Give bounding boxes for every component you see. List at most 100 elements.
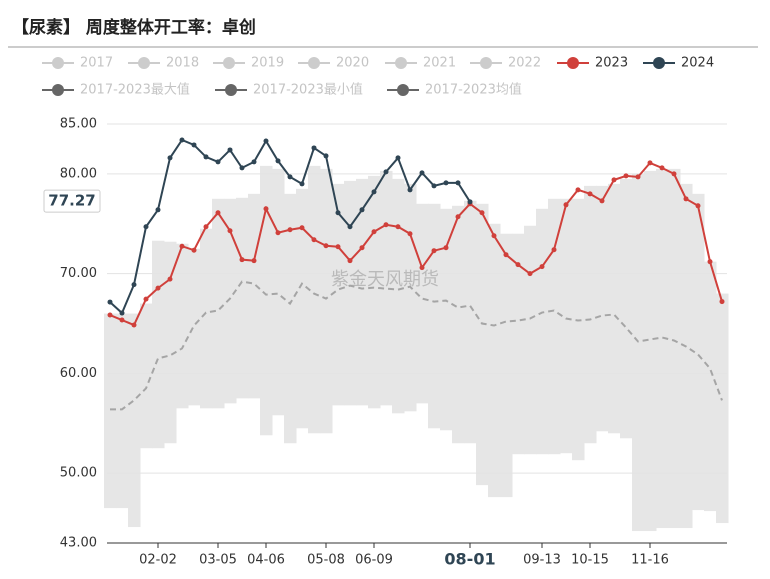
point [167, 155, 173, 161]
point [311, 237, 317, 243]
range-band [476, 203, 489, 486]
range-band [596, 185, 609, 432]
point [683, 196, 689, 202]
point [179, 137, 185, 143]
range-band [200, 228, 213, 409]
range-band [572, 198, 585, 461]
range-band [128, 313, 141, 528]
x-tick-label: 08-01 [444, 550, 495, 569]
x-tick-label: 06-09 [355, 553, 393, 568]
point [191, 142, 197, 148]
range-band [284, 193, 297, 444]
range-band [716, 293, 729, 524]
point [647, 160, 653, 166]
range-band [500, 233, 513, 498]
y-tick-label: 43.00 [60, 536, 97, 551]
point [167, 276, 173, 282]
range-band [668, 168, 681, 529]
point [119, 317, 125, 323]
point [335, 244, 341, 250]
point [227, 147, 233, 153]
range-band [560, 198, 573, 454]
legend-label: 2017-2023最大值 [80, 82, 190, 98]
point [707, 259, 713, 265]
point [275, 230, 281, 236]
point [119, 310, 125, 316]
range-band [248, 193, 261, 399]
point [323, 243, 329, 249]
point [527, 271, 533, 277]
range-band [464, 200, 477, 444]
point [383, 169, 389, 175]
point [371, 189, 377, 195]
range-band [512, 233, 525, 455]
legend-dot [397, 84, 409, 96]
legend-dot [223, 57, 235, 69]
pointer-box [43, 189, 101, 213]
x-tick-label: 02-02 [139, 553, 177, 568]
range-band [296, 188, 309, 429]
range-band [608, 183, 621, 434]
range-band [236, 197, 249, 399]
x-tick-label: 03-05 [199, 553, 237, 568]
range-band [224, 198, 237, 404]
point [575, 187, 581, 193]
y-tick-label: 60.00 [60, 366, 97, 381]
x-tick-label: 04-06 [247, 553, 285, 568]
point [143, 224, 149, 230]
point [419, 265, 425, 271]
point [287, 174, 293, 180]
point [155, 285, 161, 291]
point [455, 180, 461, 186]
point [383, 222, 389, 228]
point [251, 258, 257, 264]
point [443, 180, 449, 186]
point [611, 177, 617, 183]
point [659, 165, 665, 171]
point [551, 247, 557, 253]
point [479, 210, 485, 216]
legend-label: 2023 [595, 56, 628, 71]
legend-label: 2017-2023均值 [425, 82, 522, 98]
legend-dot [308, 57, 320, 69]
point [227, 228, 233, 234]
point [347, 224, 353, 230]
range-band [404, 183, 417, 412]
pointer-label: 77.27 [48, 192, 95, 210]
watermark: 紫金天风期货 [331, 269, 439, 290]
range-band [584, 185, 597, 444]
point [395, 155, 401, 161]
range-band [452, 205, 465, 444]
point [203, 154, 209, 160]
range-band [344, 180, 357, 406]
point [299, 225, 305, 231]
point [107, 299, 113, 305]
range-band [692, 193, 705, 511]
point [491, 233, 497, 239]
chart-title: 【尿素】 周度整体开工率：卓创 [12, 17, 256, 38]
x-tick-label: 09-13 [523, 553, 561, 568]
legend-dot [138, 57, 150, 69]
point [539, 264, 545, 270]
range-band [620, 178, 633, 439]
range-band [632, 173, 645, 532]
point [299, 181, 305, 187]
point [455, 214, 461, 220]
point [215, 159, 221, 165]
legend-dot [395, 57, 407, 69]
range-band [104, 313, 117, 509]
legend-dot [653, 57, 665, 69]
legend-label: 2017 [80, 56, 113, 71]
range-band [392, 178, 405, 414]
range-band [416, 203, 429, 404]
point [395, 224, 401, 230]
range-band [260, 165, 273, 436]
point [263, 138, 269, 144]
range-band [548, 198, 561, 455]
y-tick-label: 70.00 [60, 266, 97, 281]
range-band [188, 248, 201, 406]
legend-label: 2017-2023最小值 [253, 82, 363, 98]
point [203, 224, 209, 230]
range-band [272, 168, 285, 416]
point [287, 227, 293, 233]
